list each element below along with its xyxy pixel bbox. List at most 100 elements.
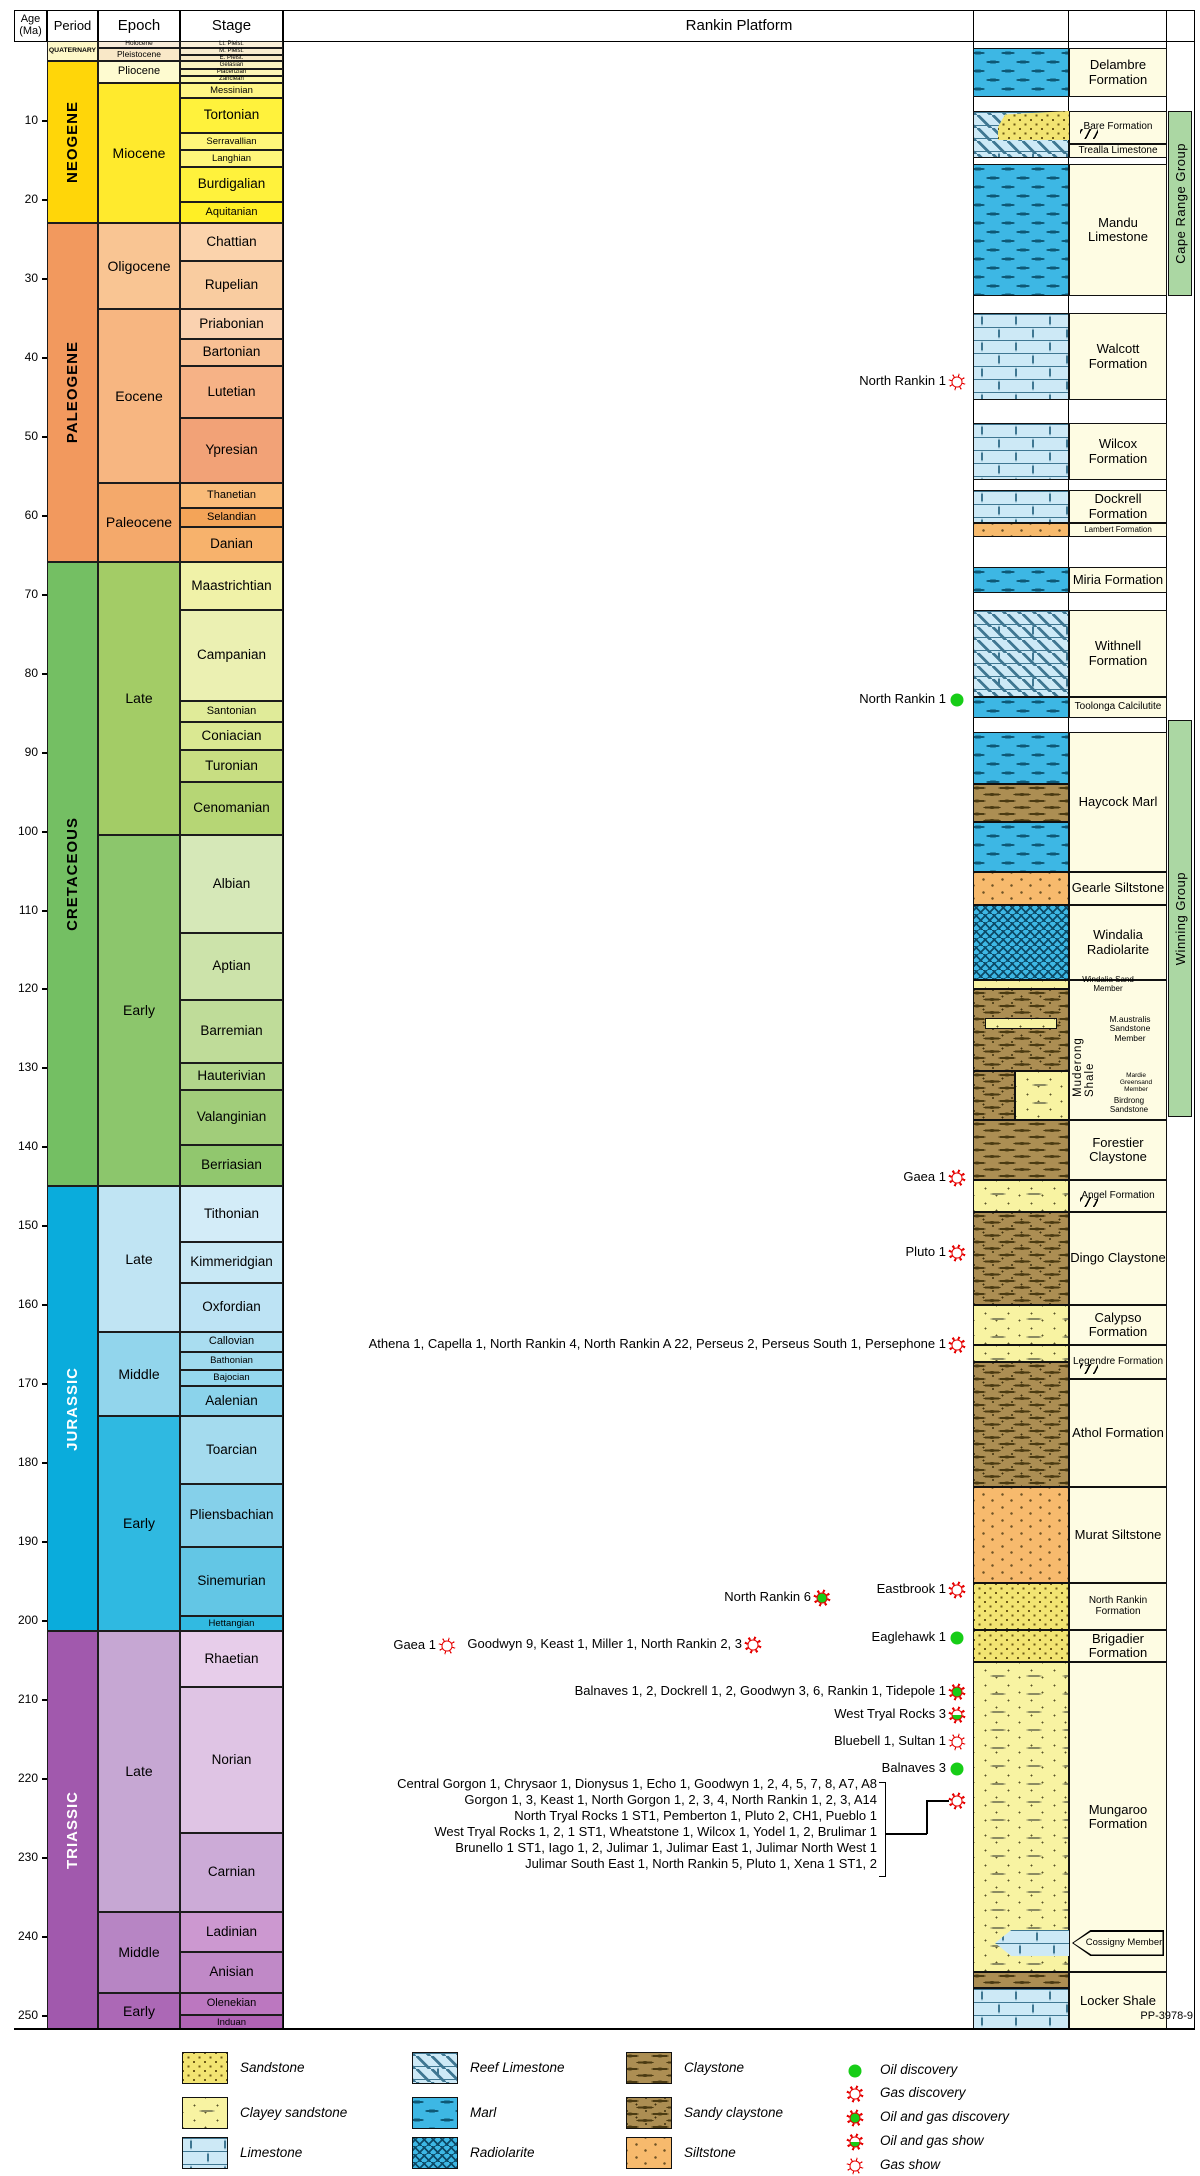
muderong-member-label: Mardie Greensand Member bbox=[1119, 1072, 1153, 1094]
formation-name: Bare Formation bbox=[1083, 121, 1153, 133]
age-tick bbox=[42, 594, 51, 596]
age-tick bbox=[42, 1857, 51, 1859]
formation-name: Dockrell Formation bbox=[1088, 491, 1148, 521]
period-label: PALEOGENE bbox=[63, 341, 81, 444]
well-list-connector-h1 bbox=[886, 1833, 927, 1835]
oil-discovery-icon bbox=[949, 1630, 966, 1647]
epoch-cell: Paleocene bbox=[98, 483, 180, 562]
formation-label: Gearle Siltstone bbox=[1069, 872, 1167, 905]
age-tick-label: 160 bbox=[17, 1297, 38, 1311]
formation-name: Murat Siltstone bbox=[1074, 1526, 1162, 1542]
formation-label: Walcott Formation bbox=[1069, 313, 1167, 400]
stage-cell: Valanginian bbox=[180, 1090, 283, 1145]
well-annotation: Eaglehawk 1 bbox=[871, 1629, 946, 1644]
well-annotation: Eastbrook 1 bbox=[876, 1581, 946, 1596]
formation-name: Wilcox Formation bbox=[1088, 436, 1148, 466]
stage-cell: Barremian bbox=[180, 1000, 283, 1063]
formation-label: Delambre Formation bbox=[1069, 48, 1167, 97]
stage-cell: Tithonian bbox=[180, 1186, 283, 1242]
age-tick-label: 80 bbox=[24, 666, 38, 680]
age-tick bbox=[42, 1304, 51, 1306]
lithology-sandstone bbox=[973, 1583, 1069, 1630]
age-tick-label: 20 bbox=[24, 192, 38, 206]
formation-name: Locker Shale bbox=[1080, 1992, 1156, 2008]
period-cell: TRIASSIC bbox=[47, 1631, 98, 2030]
period-label: QUATERNARY bbox=[48, 47, 97, 55]
stage-cell: Hauterivian bbox=[180, 1063, 283, 1090]
epoch-cell: Late bbox=[98, 562, 180, 835]
lithology-claystone bbox=[973, 784, 1069, 822]
formation-label: Mandu Limestone bbox=[1069, 164, 1167, 296]
header-period: Period bbox=[47, 10, 98, 42]
well-annotation: Gaea 1 bbox=[903, 1169, 946, 1184]
well-annotation: Balnaves 3 bbox=[881, 1760, 946, 1775]
stage-cell: Serravallian bbox=[180, 133, 283, 150]
epoch-cell: Middle bbox=[98, 1912, 180, 1993]
stage-cell: Carnian bbox=[180, 1833, 283, 1912]
formation-name: Dingo Claystone bbox=[1070, 1250, 1166, 1266]
formation-name: Brigadier Formation bbox=[1088, 1630, 1148, 1660]
formation-name: Mandu Limestone bbox=[1088, 214, 1148, 244]
stage-cell: Kimmeridgian bbox=[180, 1242, 283, 1283]
formation-label: Mungaroo Formation bbox=[1069, 1662, 1167, 1972]
formation-label: Bare Formation bbox=[1069, 111, 1167, 144]
stage-cell: Bathonian bbox=[180, 1352, 283, 1370]
lithology-limestone bbox=[973, 1988, 1069, 2030]
lithology-marl bbox=[973, 732, 1069, 784]
age-tick-label: 240 bbox=[17, 1929, 38, 1943]
legend-swatch-sandclay bbox=[626, 2097, 672, 2129]
formation-name: Forestier Claystone bbox=[1089, 1134, 1147, 1164]
legend-lith-label: Sandstone bbox=[240, 2060, 305, 2075]
chart-bottom-line bbox=[14, 2028, 1195, 2031]
stage-cell: Aquitanian bbox=[180, 202, 283, 223]
muderong-member-label: Windalia Sand Member bbox=[1082, 975, 1134, 993]
age-tick bbox=[42, 1146, 51, 1148]
legend-lith-label: Reef Limestone bbox=[470, 2060, 565, 2075]
age-tick-label: 230 bbox=[17, 1850, 38, 1864]
age-tick-label: 140 bbox=[17, 1139, 38, 1153]
stage-cell: Langhian bbox=[180, 150, 283, 167]
well-list-line: North Tryal Rocks 1 ST1, Pemberton 1, Pl… bbox=[514, 1807, 877, 1823]
lithology-marl bbox=[973, 567, 1069, 593]
age-tick bbox=[42, 357, 51, 359]
unconformity-zigzag-icon bbox=[1080, 1197, 1098, 1207]
age-tick bbox=[42, 1541, 51, 1543]
gas-show-icon bbox=[948, 1733, 966, 1751]
well-list-line: West Tryal Rocks 1, 2, 1 ST1, Wheatstone… bbox=[434, 1823, 877, 1839]
well-list-line: Central Gorgon 1, Chrysaor 1, Dionysus 1… bbox=[397, 1776, 877, 1791]
age-tick-label: 190 bbox=[17, 1534, 38, 1548]
lithology-claysand bbox=[985, 1018, 1057, 1029]
legend-oil-gas-discovery-icon bbox=[846, 2109, 864, 2127]
lithology-sandstone bbox=[973, 1630, 1069, 1662]
lithology-claysand bbox=[973, 1180, 1069, 1212]
formation-label: Wilcox Formation bbox=[1069, 423, 1167, 480]
well-annotation: Balnaves 1, 2, Dockrell 1, 2, Goodwyn 3,… bbox=[574, 1683, 946, 1698]
legend-swatch-limestone bbox=[182, 2137, 228, 2169]
formation-label: Angel Formation bbox=[1069, 1180, 1167, 1212]
oil-gas-show-icon bbox=[948, 1706, 966, 1724]
epoch-cell: Early bbox=[98, 1993, 180, 2030]
lithology-sandclay bbox=[973, 1362, 1069, 1487]
header-age-line1: Age bbox=[20, 13, 41, 26]
epoch-cell: Pliocene bbox=[98, 61, 180, 83]
header-epoch: Epoch bbox=[98, 10, 180, 42]
stage-cell: Ypresian bbox=[180, 418, 283, 483]
formation-name: Withnell Formation bbox=[1088, 638, 1148, 668]
epoch-cell: Pleistocene bbox=[98, 48, 180, 61]
legend-symbol-label: Oil discovery bbox=[880, 2062, 958, 2077]
stage-cell: Bajocian bbox=[180, 1370, 283, 1386]
legend-gas-discovery-icon bbox=[846, 2085, 864, 2103]
well-annotation: West Tryal Rocks 3 bbox=[834, 1706, 946, 1721]
age-tick bbox=[42, 515, 51, 517]
period-cell: CRETACEOUS bbox=[47, 562, 98, 1186]
age-tick bbox=[42, 1225, 51, 1227]
legend-lith-label: Clayey sandstone bbox=[240, 2105, 348, 2120]
lithology-limestone bbox=[973, 313, 1069, 400]
stage-cell: M. Pleist. bbox=[180, 48, 283, 55]
period-cell: QUATERNARY bbox=[47, 41, 98, 61]
formation-label: Dockrell Formation bbox=[1069, 490, 1167, 523]
legend-swatch-siltstone bbox=[626, 2137, 672, 2169]
age-tick-label: 100 bbox=[17, 824, 38, 838]
legend-symbol-label: Gas show bbox=[880, 2157, 941, 2172]
lithology-marl bbox=[973, 48, 1069, 97]
